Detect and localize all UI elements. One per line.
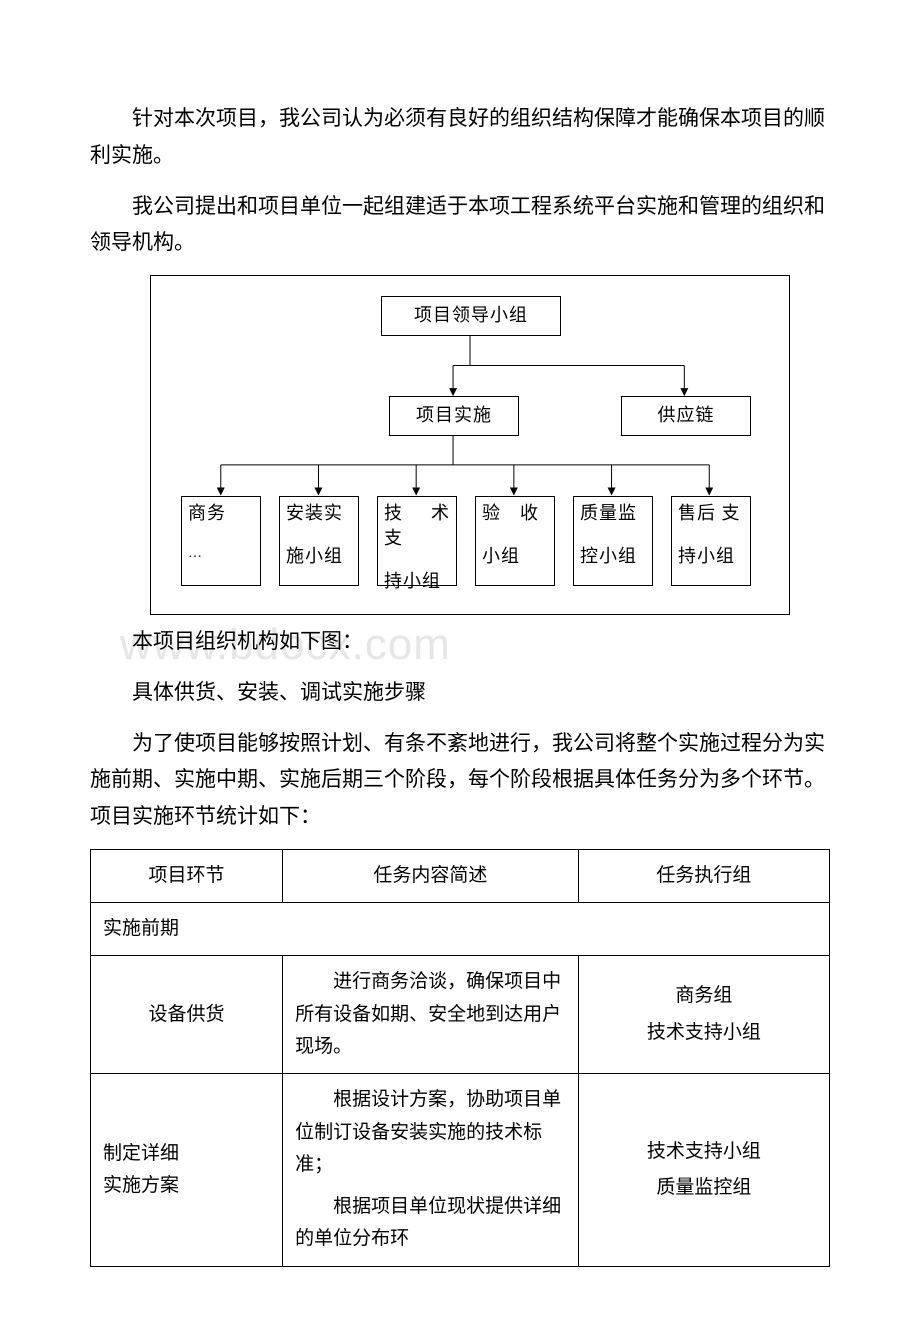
- node-label: 施小组: [286, 544, 343, 569]
- node-label: 技 术 支: [384, 501, 450, 551]
- exec-group: 质量监控组: [591, 1172, 817, 1204]
- node-label: 项目领导小组: [414, 303, 528, 328]
- node-impl: 项目实施: [389, 396, 519, 436]
- stage-line: 实施方案: [103, 1170, 270, 1202]
- exec-group: 技术支持小组: [591, 1017, 817, 1049]
- desc-text: 根据项目单位现状提供详细的单位分布环: [295, 1191, 566, 1256]
- node-leaf-2: 安装实 施小组: [279, 496, 359, 586]
- node-supply: 供应链: [621, 396, 751, 436]
- node-label: 供应链: [658, 403, 715, 428]
- table-row: 制定详细 实施方案 根据设计方案，协助项目单位制订设备安装实施的技术标准； 根据…: [91, 1074, 830, 1266]
- cell-exec: 技术支持小组 质量监控组: [578, 1074, 829, 1266]
- node-leaf-1: 商务 …: [181, 496, 261, 586]
- node-leaf-6: 售后 支 持小组: [671, 496, 751, 586]
- paragraph-3: 具体供货、安装、调试实施步骤: [90, 674, 830, 711]
- table-row: 设备供货 进行商务洽谈，确保项目中所有设备如期、安全地到达用户现场。 商务组 技…: [91, 956, 830, 1074]
- node-label: 安装实: [286, 501, 343, 526]
- table-header-row: 项目环节 任务内容简述 任务执行组: [91, 849, 830, 902]
- node-label: 商务: [188, 501, 226, 526]
- node-leaf-4: 验 收 小组: [475, 496, 555, 586]
- stage-line: 制定详细: [103, 1138, 270, 1170]
- node-root: 项目领导小组: [381, 296, 561, 336]
- exec-group: 商务组: [591, 980, 817, 1012]
- node-label: 小组: [482, 544, 520, 569]
- cell-desc: 进行商务洽谈，确保项目中所有设备如期、安全地到达用户现场。: [283, 956, 579, 1074]
- paragraph-4: 为了使项目能够按照计划、有条不紊地进行，我公司将整个实施过程分为实施前期、实施中…: [90, 725, 830, 835]
- node-label: 验 收: [482, 501, 539, 526]
- org-chart: 项目领导小组 项目实施 供应链 商务 … 安装实 施小组 技 术 支 持小组 验…: [150, 275, 790, 615]
- cell-exec: 商务组 技术支持小组: [578, 956, 829, 1074]
- cell-stage: 设备供货: [91, 956, 283, 1074]
- paragraph-2: 我公司提出和项目单位一起组建适于本项工程系统平台实施和管理的组织和领导机构。: [90, 188, 830, 262]
- desc-text: 根据设计方案，协助项目单位制订设备安装实施的技术标准；: [295, 1084, 566, 1181]
- steps-table: 项目环节 任务内容简述 任务执行组 实施前期 设备供货 进行商务洽谈，确保项目中…: [90, 849, 830, 1267]
- node-label: 控小组: [580, 544, 637, 569]
- col-exec: 任务执行组: [578, 849, 829, 902]
- node-leaf-3: 技 术 支 持小组: [377, 496, 457, 586]
- node-label: 持小组: [678, 544, 735, 569]
- desc-text: 进行商务洽谈，确保项目中所有设备如期、安全地到达用户现场。: [295, 966, 566, 1063]
- section-title: 实施前期: [91, 903, 830, 956]
- col-stage: 项目环节: [91, 849, 283, 902]
- cell-stage: 制定详细 实施方案: [91, 1074, 283, 1266]
- node-label: 质量监: [580, 501, 637, 526]
- node-label: 售后 支: [678, 501, 741, 526]
- node-label: 项目实施: [416, 403, 492, 428]
- node-leaf-5: 质量监 控小组: [573, 496, 653, 586]
- cell-desc: 根据设计方案，协助项目单位制订设备安装实施的技术标准； 根据项目单位现状提供详细…: [283, 1074, 579, 1266]
- exec-group: 技术支持小组: [591, 1136, 817, 1168]
- node-label: 持小组: [384, 569, 441, 594]
- figure-caption: 本项目组织机构如下图：: [90, 623, 830, 660]
- paragraph-1: 针对本次项目，我公司认为必须有良好的组织结构保障才能确保本项目的顺利实施。: [90, 100, 830, 174]
- section-row: 实施前期: [91, 903, 830, 956]
- col-desc: 任务内容简述: [283, 849, 579, 902]
- node-label: …: [188, 544, 203, 564]
